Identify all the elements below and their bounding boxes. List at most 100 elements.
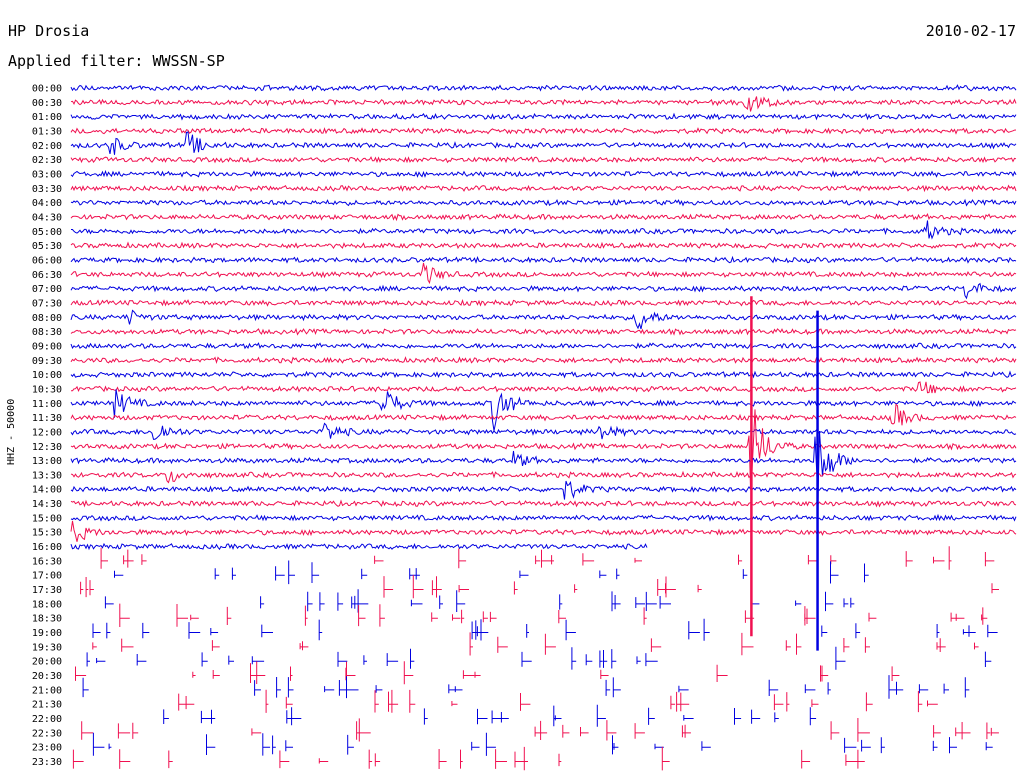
trace-row xyxy=(70,255,1017,264)
trace-row xyxy=(72,746,865,771)
trace-row xyxy=(70,422,1017,440)
trace-row xyxy=(104,589,855,613)
trace-row xyxy=(70,370,1017,379)
trace-row xyxy=(70,299,1017,307)
trace-row xyxy=(70,470,1017,484)
trace-row xyxy=(71,381,1017,394)
row-time-label: 05:00 xyxy=(32,227,62,238)
trace-row xyxy=(178,689,938,713)
trace-row xyxy=(92,618,998,641)
row-time-label: 20:30 xyxy=(32,671,62,682)
row-time-label: 09:30 xyxy=(32,356,62,367)
row-time-label: 07:00 xyxy=(32,284,62,295)
trace-row xyxy=(75,661,900,685)
row-time-label: 06:00 xyxy=(32,255,62,266)
trace-row xyxy=(70,282,1017,300)
trace-row xyxy=(70,131,1017,155)
trace-row xyxy=(70,262,1017,285)
trace-row xyxy=(70,309,1017,330)
row-time-label: 11:30 xyxy=(32,413,62,424)
row-time-label: 12:30 xyxy=(32,442,62,453)
row-time-label: 17:30 xyxy=(32,585,62,596)
trace-row xyxy=(70,96,1017,112)
row-time-label: 00:00 xyxy=(32,84,62,95)
filter-label: Applied filter: WWSSN-SP xyxy=(8,52,225,70)
trace-row xyxy=(70,241,1017,250)
trace-row xyxy=(70,127,1017,135)
row-time-label: 16:30 xyxy=(32,556,62,567)
row-time-label: 11:00 xyxy=(32,399,62,410)
row-time-label: 17:00 xyxy=(32,571,62,582)
trace-row xyxy=(70,169,1017,178)
row-time-label: 20:00 xyxy=(32,657,62,668)
row-time-label: 01:30 xyxy=(32,126,62,137)
trace-row xyxy=(81,718,999,742)
row-time-label: 12:00 xyxy=(32,427,62,438)
trace-row xyxy=(70,327,1017,336)
row-time-label: 10:00 xyxy=(32,370,62,381)
row-time-label: 01:00 xyxy=(32,112,62,123)
trace-row xyxy=(70,430,1017,500)
row-time-label: 07:30 xyxy=(32,298,62,309)
trace-row xyxy=(70,198,1017,207)
row-time-label: 13:30 xyxy=(32,470,62,481)
trace-row xyxy=(70,409,1017,488)
row-time-label: 00:30 xyxy=(32,98,62,109)
trace-row xyxy=(70,480,1017,500)
trace-row xyxy=(70,513,1017,522)
row-time-label: 14:00 xyxy=(32,485,62,496)
row-time-label: 18:30 xyxy=(32,614,62,625)
trace-row xyxy=(114,560,869,585)
trace-row xyxy=(71,220,1017,240)
tick-label-group: 00:00 00:30 01:00 01:30 02:00 02:30 03:00 03:30… xyxy=(32,84,62,769)
trace-row xyxy=(82,675,970,699)
trace-row xyxy=(70,112,1017,121)
row-time-label: 08:30 xyxy=(32,327,62,338)
trace-row xyxy=(70,542,648,551)
row-time-label: 19:00 xyxy=(32,628,62,639)
date-label: 2010-02-17 xyxy=(925,22,1016,40)
trace-row xyxy=(70,342,1017,350)
row-time-label: 03:00 xyxy=(32,169,62,180)
row-time-label: 02:30 xyxy=(32,155,62,166)
row-time-label: 19:30 xyxy=(32,642,62,653)
row-time-label: 18:00 xyxy=(32,599,62,610)
row-time-label: 15:30 xyxy=(32,528,62,539)
row-time-label: 04:30 xyxy=(32,212,62,223)
trace-row xyxy=(70,213,1017,222)
trace-group xyxy=(70,84,1017,771)
trace-row xyxy=(119,603,988,627)
trace-row xyxy=(70,156,1017,164)
row-time-label: 06:30 xyxy=(32,270,62,281)
row-time-label: 16:00 xyxy=(32,542,62,553)
row-time-label: 15:00 xyxy=(32,513,62,524)
row-time-label: 09:00 xyxy=(32,341,62,352)
trace-row xyxy=(163,704,817,727)
row-time-label: 02:00 xyxy=(32,141,62,152)
trace-row xyxy=(92,732,993,756)
trace-row xyxy=(70,499,1017,508)
trace-row xyxy=(86,646,992,670)
channel-label: HHZ - 50000 xyxy=(6,399,17,465)
trace-row xyxy=(70,184,1017,193)
trace-row xyxy=(92,632,979,656)
trace-row xyxy=(70,84,1017,92)
row-time-label: 22:30 xyxy=(32,728,62,739)
row-time-label: 03:30 xyxy=(32,184,62,195)
row-time-label: 21:30 xyxy=(32,700,62,711)
row-time-label: 14:30 xyxy=(32,499,62,510)
row-time-label: 13:00 xyxy=(32,456,62,467)
row-time-label: 22:00 xyxy=(32,714,62,725)
trace-row xyxy=(70,389,1017,431)
row-time-label: 23:00 xyxy=(32,743,62,754)
row-time-label: 05:30 xyxy=(32,241,62,252)
row-time-label: 04:00 xyxy=(32,198,62,209)
trace-row xyxy=(70,403,1017,426)
trace-row xyxy=(70,520,1017,542)
row-time-label: 10:30 xyxy=(32,384,62,395)
trace-row xyxy=(80,575,999,599)
trace-row xyxy=(70,356,1017,364)
row-time-label: 21:00 xyxy=(32,685,62,696)
trace-row xyxy=(100,546,995,570)
